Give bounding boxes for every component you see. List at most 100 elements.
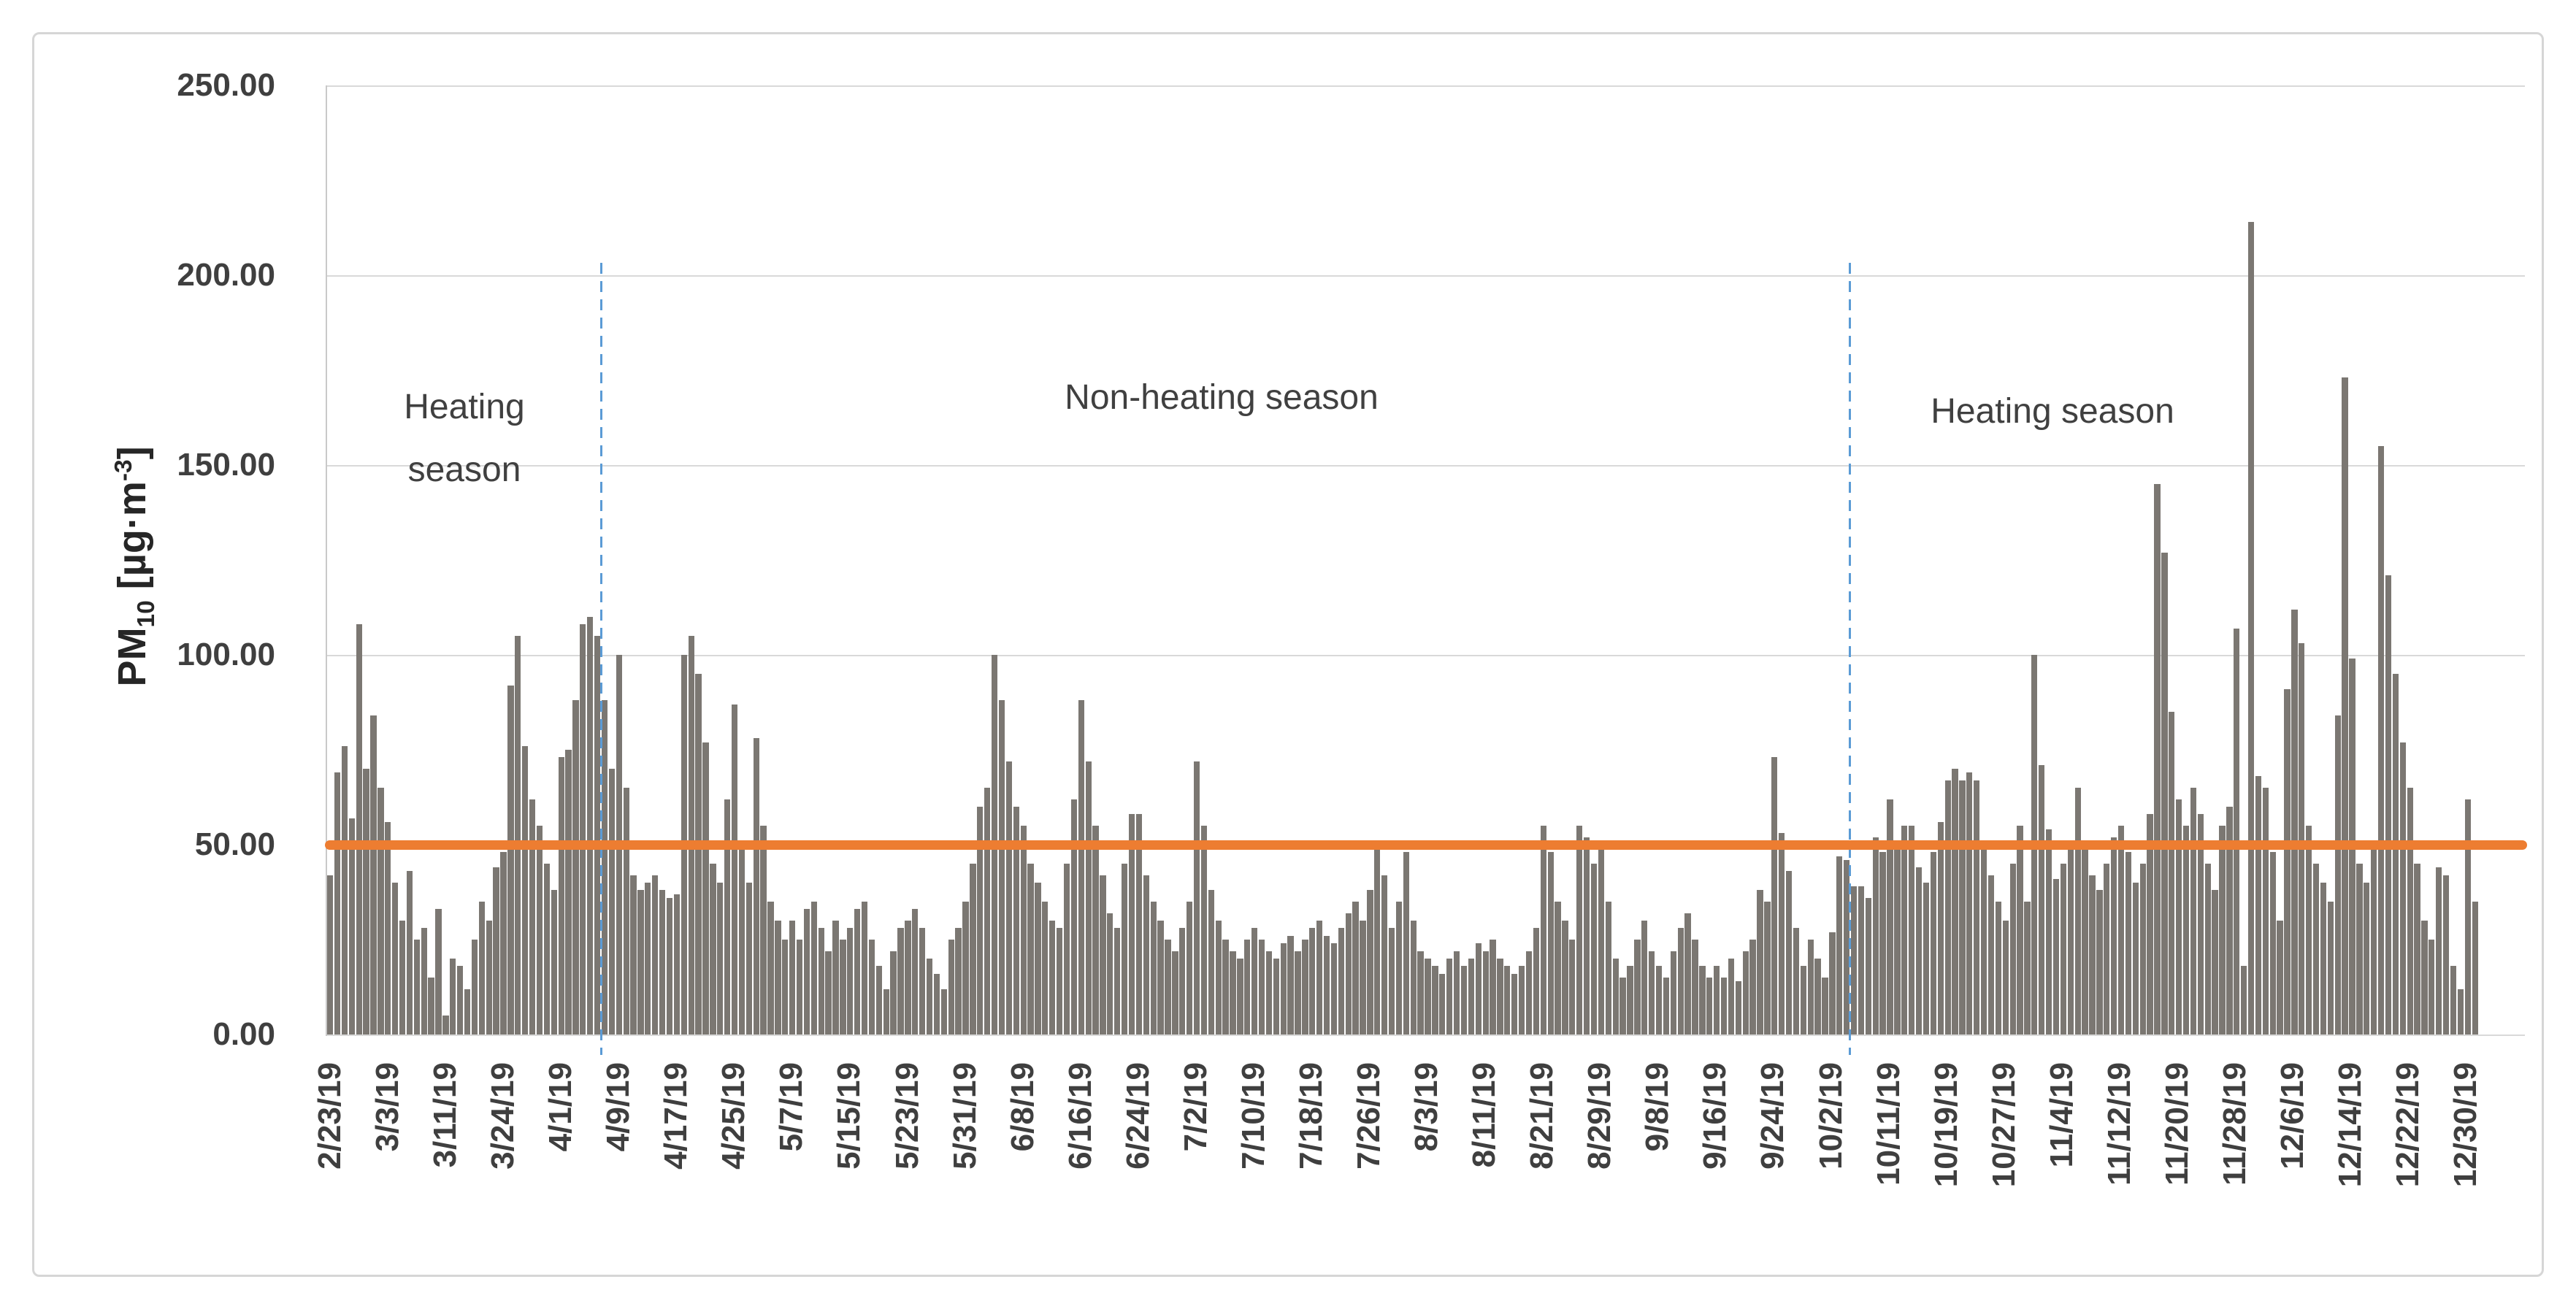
bar <box>1107 913 1113 1034</box>
bar <box>1482 951 1489 1034</box>
bar <box>1186 902 1193 1034</box>
bar <box>370 715 377 1034</box>
bar <box>341 745 348 1034</box>
bar <box>775 921 781 1034</box>
bar <box>1605 902 1611 1034</box>
bar <box>2421 921 2428 1034</box>
bar <box>630 875 637 1034</box>
annotation-line: Heating <box>404 388 525 426</box>
bar <box>1265 951 1273 1034</box>
bar <box>572 700 579 1034</box>
bar <box>933 973 940 1034</box>
bar <box>2241 966 2247 1034</box>
bar <box>587 617 594 1034</box>
bar <box>536 826 543 1034</box>
bar <box>1468 959 1475 1034</box>
bar <box>1330 943 1338 1034</box>
bar <box>1287 935 1294 1034</box>
bar <box>645 883 651 1034</box>
annotation-line: Heating season <box>1931 392 2174 431</box>
bar <box>1374 845 1381 1034</box>
bar <box>421 928 427 1034</box>
bar <box>1525 951 1533 1034</box>
bar <box>912 909 919 1034</box>
bar <box>2067 840 2074 1034</box>
x-tick-label: 8/29/19 <box>1582 1062 1618 1170</box>
bar <box>890 951 897 1034</box>
bar <box>810 902 817 1034</box>
bar <box>2299 643 2305 1034</box>
gridline <box>327 1034 2525 1036</box>
x-tick-label: 6/8/19 <box>1004 1062 1040 1152</box>
bar <box>1901 826 1908 1034</box>
bar <box>825 951 832 1034</box>
bar <box>940 989 947 1034</box>
bar <box>2096 890 2103 1034</box>
bar <box>1930 852 1937 1034</box>
bar <box>442 1016 449 1034</box>
bar <box>1446 959 1453 1034</box>
annotation-non-heating-season: Non-heating season <box>856 366 1587 429</box>
annotation-heating-season-left: Heating season <box>245 376 683 502</box>
bar <box>2125 852 2132 1034</box>
bar <box>2334 715 2341 1034</box>
bar <box>1540 826 1546 1034</box>
bar <box>1655 966 1663 1034</box>
bar <box>413 940 420 1034</box>
bar <box>2377 446 2385 1034</box>
bar <box>1735 981 1741 1034</box>
bar <box>1078 700 1084 1034</box>
bar <box>2255 776 2262 1034</box>
bar <box>1273 959 1279 1034</box>
bar <box>2472 902 2478 1034</box>
x-tick-label: 6/16/19 <box>1062 1062 1098 1170</box>
bar <box>1258 940 1265 1034</box>
bar <box>1460 966 1468 1034</box>
y-tick-label: 150.00 <box>177 447 275 483</box>
bar <box>1771 757 1778 1034</box>
bar <box>1121 864 1128 1034</box>
bar <box>1757 890 1763 1034</box>
x-tick-label: 12/30/19 <box>2447 1062 2484 1188</box>
bar <box>695 674 702 1034</box>
bar <box>1569 940 1576 1034</box>
bar <box>919 928 926 1034</box>
bar <box>2429 940 2435 1034</box>
bar <box>897 928 904 1034</box>
x-tick-label: 9/24/19 <box>1755 1062 1791 1170</box>
bar <box>1251 928 1258 1034</box>
bar <box>1987 875 1995 1034</box>
bar <box>760 826 767 1034</box>
bar <box>1670 951 1676 1034</box>
bar <box>623 788 629 1034</box>
bar <box>435 909 442 1034</box>
bar <box>1944 780 1951 1034</box>
x-tick-label: 3/11/19 <box>427 1062 464 1168</box>
bar <box>2234 628 2240 1034</box>
bar <box>2082 848 2088 1034</box>
x-tick-label: 5/15/19 <box>831 1062 867 1170</box>
bar <box>832 921 839 1034</box>
bar <box>1518 966 1525 1034</box>
bar <box>745 883 752 1034</box>
bar <box>608 769 616 1034</box>
bar <box>2392 674 2399 1034</box>
bar <box>1230 951 1236 1034</box>
bar <box>710 864 716 1034</box>
bar <box>1035 883 1041 1034</box>
bar <box>1128 814 1135 1034</box>
bar <box>1850 886 1858 1034</box>
bar <box>558 757 564 1034</box>
gridline <box>327 275 2525 277</box>
bar <box>1634 940 1641 1034</box>
bar <box>1844 859 1850 1034</box>
bar <box>1453 951 1460 1034</box>
bar <box>796 940 803 1034</box>
bar <box>1316 921 1323 1034</box>
bar <box>1562 921 1568 1034</box>
bar <box>1814 959 1821 1034</box>
bar <box>652 875 659 1034</box>
bar <box>1381 875 1388 1034</box>
bar <box>724 799 731 1034</box>
